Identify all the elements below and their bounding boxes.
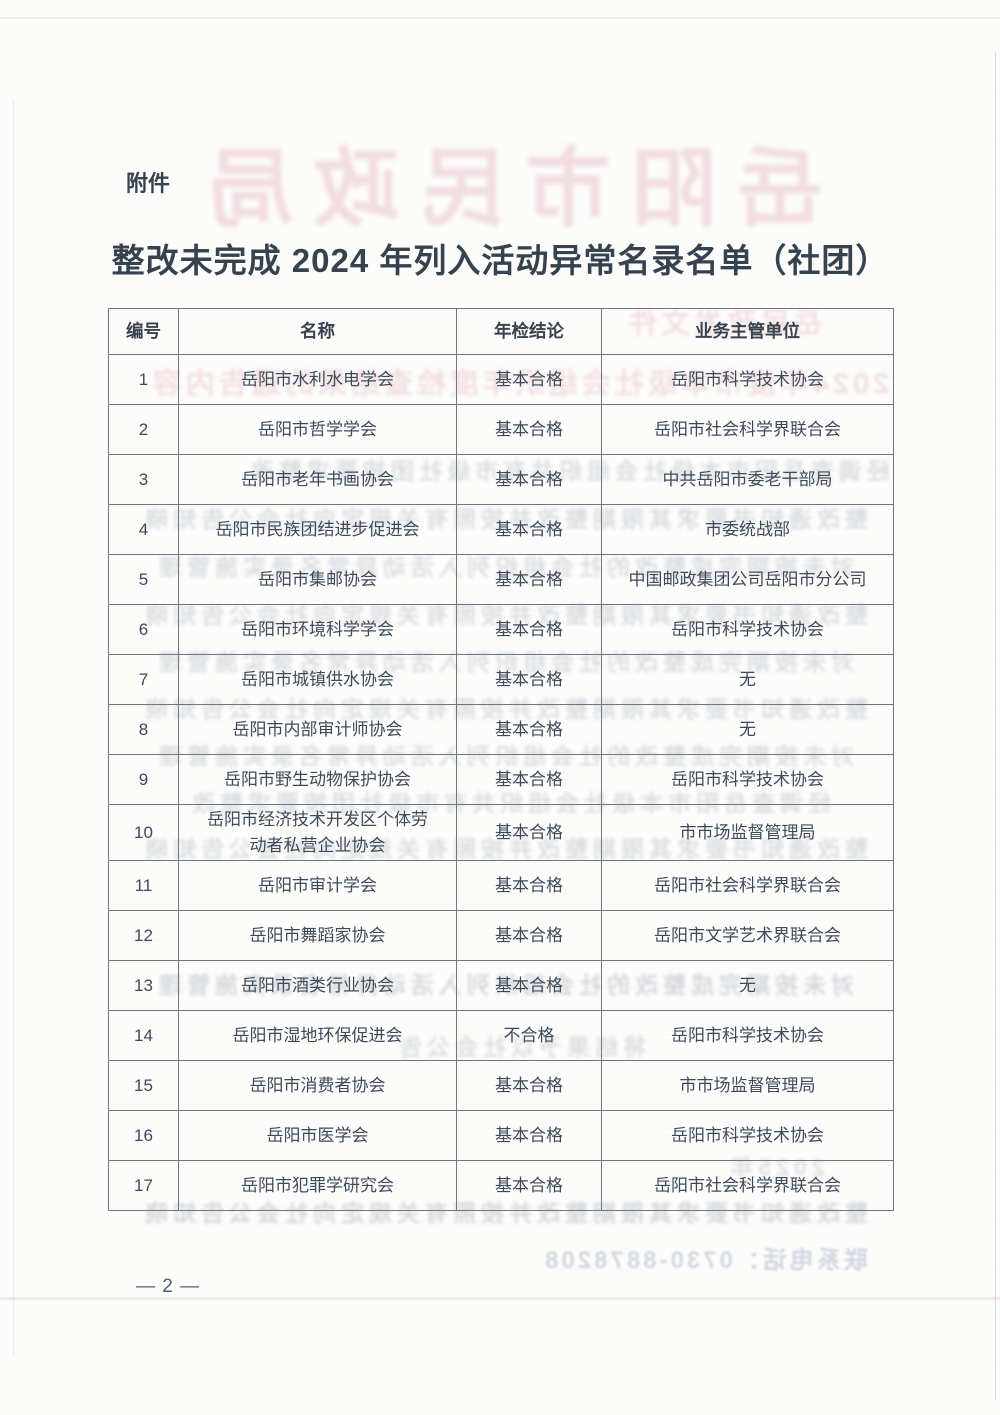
table-row: 9 岳阳市野生动物保护协会 基本合格 岳阳市科学技术协会 [108, 754, 894, 805]
cell-supervisor: 中国邮政集团公司岳阳市分公司 [601, 554, 894, 605]
cell-result: 基本合格 [456, 704, 602, 755]
cell-result: 不合格 [456, 1010, 602, 1061]
cell-supervisor: 岳阳市社会科学界联合会 [601, 1160, 894, 1211]
cell-supervisor: 市市场监督管理局 [601, 1060, 894, 1111]
cell-name: 岳阳市集邮协会 [178, 554, 457, 605]
cell-number: 15 [108, 1060, 179, 1111]
cell-supervisor: 岳阳市社会科学界联合会 [601, 404, 894, 455]
cell-result: 基本合格 [456, 1160, 602, 1211]
cell-name: 岳阳市消费者协会 [178, 1060, 457, 1111]
cell-number: 16 [108, 1110, 179, 1161]
table-row: 16 岳阳市医学会 基本合格 岳阳市科学技术协会 [108, 1110, 894, 1161]
cell-supervisor: 岳阳市科学技术协会 [601, 354, 894, 405]
cell-name: 岳阳市哲学学会 [178, 404, 457, 455]
cell-name: 岳阳市医学会 [178, 1110, 457, 1161]
cell-number: 17 [108, 1160, 179, 1211]
column-header: 年检结论 [456, 308, 602, 355]
table-row: 4 岳阳市民族团结进步促进会 基本合格 市委统战部 [108, 504, 894, 555]
cell-result: 基本合格 [456, 804, 602, 861]
cell-name: 岳阳市酒类行业协会 [178, 960, 457, 1011]
cell-name: 岳阳市审计学会 [178, 860, 457, 911]
cell-supervisor: 中共岳阳市委老干部局 [601, 454, 894, 505]
cell-number: 4 [108, 504, 179, 555]
table-row: 10 岳阳市经济技术开发区个体劳动者私营企业协会 基本合格 市市场监督管理局 [108, 804, 894, 861]
cell-name: 岳阳市犯罪学研究会 [178, 1160, 457, 1211]
cell-result: 基本合格 [456, 454, 602, 505]
table-row: 14 岳阳市湿地环保促进会 不合格 岳阳市科学技术协会 [108, 1010, 894, 1061]
cell-result: 基本合格 [456, 654, 602, 705]
table-header-row: 编号 名称 年检结论 业务主管单位 [108, 308, 894, 355]
cell-number: 10 [108, 804, 179, 861]
cell-supervisor: 无 [601, 960, 894, 1011]
cell-number: 9 [108, 754, 179, 805]
cell-result: 基本合格 [456, 554, 602, 605]
cell-name: 岳阳市民族团结进步促进会 [178, 504, 457, 555]
table-row: 3 岳阳市老年书画协会 基本合格 中共岳阳市委老干部局 [108, 454, 894, 505]
attachment-label: 附件 [126, 171, 171, 196]
cell-name: 岳阳市内部审计师协会 [178, 704, 457, 755]
table-row: 6 岳阳市环境科学学会 基本合格 岳阳市科学技术协会 [108, 604, 894, 655]
cell-supervisor: 岳阳市文学艺术界联合会 [601, 910, 894, 961]
table-row: 7 岳阳市城镇供水协会 基本合格无 [108, 654, 894, 705]
cell-supervisor: 岳阳市社会科学界联合会 [601, 860, 894, 911]
cell-supervisor: 无 [601, 654, 894, 705]
column-header: 业务主管单位 [601, 308, 894, 355]
cell-name: 岳阳市经济技术开发区个体劳动者私营企业协会 [178, 804, 457, 861]
cell-result: 基本合格 [456, 1060, 602, 1111]
table-row: 1 岳阳市水利水电学会 基本合格 岳阳市科学技术协会 [108, 354, 894, 405]
cell-name: 岳阳市水利水电学会 [178, 354, 457, 405]
cell-result: 基本合格 [456, 754, 602, 805]
cell-supervisor: 岳阳市科学技术协会 [601, 1110, 894, 1161]
cell-number: 7 [108, 654, 179, 705]
cell-name: 岳阳市老年书画协会 [178, 454, 457, 505]
cell-supervisor: 岳阳市科学技术协会 [601, 604, 894, 655]
cell-supervisor: 市委统战部 [601, 504, 894, 555]
table-row: 15 岳阳市消费者协会 基本合格 市市场监督管理局 [108, 1060, 894, 1111]
cell-number: 11 [108, 860, 179, 911]
table-row: 2 岳阳市哲学学会 基本合格 岳阳市社会科学界联合会 [108, 404, 894, 455]
cell-name: 岳阳市环境科学学会 [178, 604, 457, 655]
table-row: 12 岳阳市舞蹈家协会 基本合格 岳阳市文学艺术界联合会 [108, 910, 894, 961]
table-row: 11 岳阳市审计学会 基本合格 岳阳市社会科学界联合会 [108, 860, 894, 911]
cell-number: 12 [108, 910, 179, 961]
document-title: 整改未完成 2024 年列入活动异常名录名单（社团） [111, 242, 890, 279]
table-row: 17 岳阳市犯罪学研究会 基本合格 岳阳市社会科学界联合会 [108, 1160, 894, 1211]
cell-supervisor: 市市场监督管理局 [601, 804, 894, 861]
cell-result: 基本合格 [456, 910, 602, 961]
cell-name: 岳阳市湿地环保促进会 [178, 1010, 457, 1061]
cell-name: 岳阳市城镇供水协会 [178, 654, 457, 705]
cell-supervisor: 无 [601, 704, 894, 755]
cell-supervisor: 岳阳市科学技术协会 [601, 754, 894, 805]
cell-result: 基本合格 [456, 960, 602, 1011]
cell-result: 基本合格 [456, 604, 602, 655]
table-row: 13 岳阳市酒类行业协会 基本合格无 [108, 960, 894, 1011]
cell-supervisor: 岳阳市科学技术协会 [601, 1010, 894, 1061]
column-header: 编号 [108, 308, 179, 355]
cell-result: 基本合格 [456, 504, 602, 555]
cell-result: 基本合格 [456, 860, 602, 911]
cell-name: 岳阳市舞蹈家协会 [178, 910, 457, 961]
cell-number: 5 [108, 554, 179, 605]
cell-number: 6 [108, 604, 179, 655]
cell-number: 14 [108, 1010, 179, 1061]
page-number: — 2 — [136, 1276, 201, 1297]
abnormal-directory-table: 编号 名称 年检结论 业务主管单位 1 岳阳市水利水电学会 基本合格 岳阳市科学技术协会 2 岳… [108, 308, 894, 1211]
cell-result: 基本合格 [456, 354, 602, 405]
cell-number: 13 [108, 960, 179, 1011]
cell-name: 岳阳市野生动物保护协会 [178, 754, 457, 805]
table-row: 8 岳阳市内部审计师协会 基本合格无 [108, 704, 894, 755]
column-header: 名称 [178, 308, 457, 355]
cell-number: 2 [108, 404, 179, 455]
table-row: 5 岳阳市集邮协会 基本合格 中国邮政集团公司岳阳市分公司 [108, 554, 894, 605]
cell-number: 1 [108, 354, 179, 405]
table-body: 1 岳阳市水利水电学会 基本合格 岳阳市科学技术协会 2 岳阳市哲学学会 基本合格 岳阳市社会… [108, 354, 894, 1211]
cell-number: 8 [108, 704, 179, 755]
cell-result: 基本合格 [456, 404, 602, 455]
cell-number: 3 [108, 454, 179, 505]
cell-result: 基本合格 [456, 1110, 602, 1161]
